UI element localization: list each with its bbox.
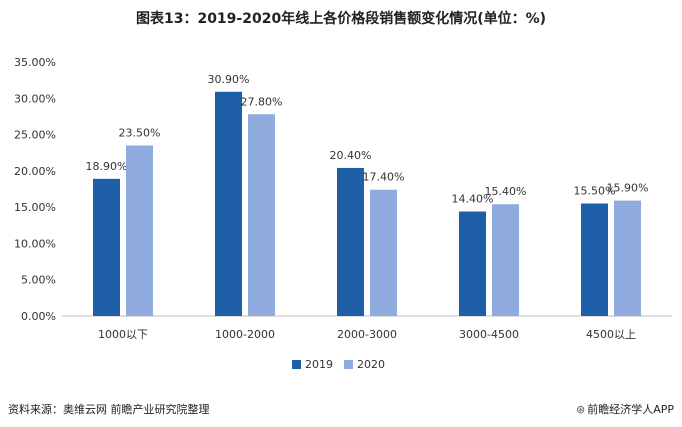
bar-2019	[215, 91, 242, 316]
x-tick-label: 1000-2000	[215, 328, 275, 341]
brand-label: ⊛ 前瞻经济学人APP	[576, 401, 674, 417]
bar-2020	[492, 204, 519, 316]
bar-2020	[370, 189, 397, 316]
y-tick-label: 15.00%	[14, 201, 56, 214]
x-tick-label: 2000-3000	[337, 328, 397, 341]
x-tick-label: 4500以上	[586, 328, 636, 341]
y-tick-label: 25.00%	[14, 129, 56, 142]
data-label: 23.50%	[119, 126, 161, 139]
bar-2019	[459, 211, 486, 316]
legend-label-2020: 2020	[357, 358, 385, 371]
bar-2019	[337, 167, 364, 316]
legend-swatch-2020	[344, 360, 353, 369]
data-label: 15.50%	[574, 185, 616, 198]
legend-swatch-2019	[292, 360, 301, 369]
brand-logo-icon: ⊛	[575, 403, 586, 416]
y-tick-label: 10.00%	[14, 237, 56, 250]
brand-text: 前瞻经济学人APP	[587, 403, 674, 416]
data-label: 20.40%	[330, 149, 372, 162]
data-label: 15.40%	[485, 185, 527, 198]
bar-2019	[93, 178, 120, 316]
bar-2019	[581, 203, 608, 316]
data-label: 15.90%	[607, 182, 649, 195]
chart-title: 图表13：2019-2020年线上各价格段销售额变化情况(单位：%)	[135, 11, 547, 27]
y-tick-label: 20.00%	[14, 165, 56, 178]
y-tick-label: 35.00%	[14, 56, 56, 69]
bar-2020	[614, 200, 641, 316]
legend-label-2019: 2019	[305, 358, 333, 371]
data-label: 14.40%	[452, 192, 494, 205]
bar-2020	[248, 114, 275, 316]
y-tick-label: 0.00%	[21, 310, 56, 323]
data-label: 27.80%	[241, 95, 283, 108]
bar-chart: 0.00% 5.00% 10.00% 15.00% 20.00% 25.00% 30.00%…	[14, 56, 672, 371]
y-tick-label: 5.00%	[21, 274, 56, 287]
x-tick-label: 1000以下	[98, 328, 148, 341]
source-note: 资料来源：奥维云网 前瞻产业研究院整理	[8, 403, 210, 416]
data-label: 17.40%	[363, 171, 405, 184]
y-tick-label: 30.00%	[14, 92, 56, 105]
data-label: 18.90%	[86, 160, 128, 173]
x-tick-label: 3000-4500	[459, 328, 519, 341]
bar-2020	[126, 145, 153, 316]
data-label: 30.90%	[208, 73, 250, 86]
